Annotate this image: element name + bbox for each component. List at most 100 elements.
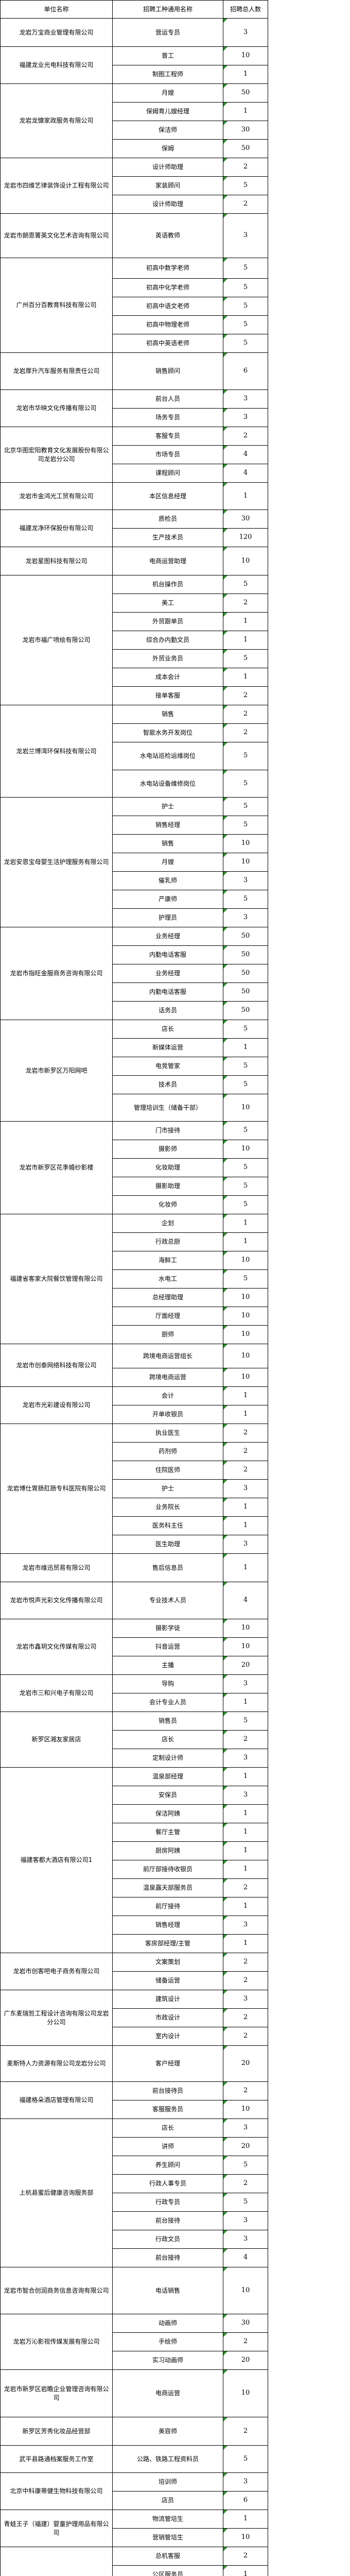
position-title-cell: 英语教师 [112,213,223,258]
position-title-cell: 餐厅主管 [112,1823,223,1842]
recruit-count-cell: 20 [223,1656,268,1675]
recruit-count-cell: 1 [223,1405,268,1424]
recruit-count-cell: 1 [223,1897,268,1916]
recruit-count-cell: 2 [223,1953,268,1972]
table-row: 北京中科康蒂健生物科技有限公司 培训师 3 [0,2472,268,2510]
green-corner-marker-icon [223,464,227,468]
green-corner-marker-icon [223,195,227,199]
table-row: 前厅接待 1 [1,1897,268,1916]
position-title-cell: 营销管培生 [112,2528,223,2547]
green-corner-marker-icon [223,1823,227,1827]
position-title-cell: 销售 [112,834,223,853]
table-row: 龙岩市四维艺律装饰设计工程有限公司 设计师助理 2 [0,158,268,214]
company-name-cell: 广州百分百教育科技有限公司 [0,258,113,353]
green-corner-marker-icon [223,742,227,747]
recruit-count-cell: 1 [223,1232,268,1251]
position-title-cell: 文案策划 [112,1953,223,1972]
position-title-cell: 温泉部经理 [112,1767,223,1786]
position-title-cell: 厅面经理 [112,1307,223,1326]
recruit-count-cell: 1 [223,1804,268,1823]
green-corner-marker-icon [223,297,227,301]
table-row: 业务院长 1 [1,1498,268,1517]
table-row: 初高中英语老师 5 [1,334,268,353]
position-title-cell: 行政专员 [112,2193,223,2212]
green-corner-marker-icon [223,390,227,394]
green-corner-marker-icon [223,510,227,514]
recruit-count-cell: 30 [223,2314,268,2333]
recruit-count-cell: 5 [223,649,268,668]
recruit-count-cell: 1 [223,1767,268,1786]
recruit-count-cell: 50 [223,945,268,964]
position-title-cell: 内勤电话客服 [112,982,223,1002]
green-corner-marker-icon [223,2529,227,2533]
recruit-count-cell: 50 [223,1001,268,1020]
position-title-cell: 制图工程师 [112,65,223,84]
table-row: 销售 10 [1,834,268,853]
recruit-count-cell: 3 [223,1535,268,1554]
position-title-cell: 前台接待 [112,2248,223,2267]
green-corner-marker-icon [223,1326,227,1330]
recruit-count-cell: 3 [223,1674,268,1693]
green-corner-marker-icon [223,1786,227,1790]
recruit-count-cell: 3 [223,1990,268,2009]
green-corner-marker-icon [223,353,227,357]
green-corner-marker-icon [223,1916,227,1920]
recruit-count-cell: 5 [223,1075,268,1094]
green-corner-marker-icon [223,65,227,70]
table-row: 接单客服 2 [1,686,268,705]
recruit-count-cell: 6 [223,2491,268,2510]
green-corner-marker-icon [223,1387,227,1391]
green-corner-marker-icon [223,1461,227,1465]
company-name-cell: 青蛙王子（福建）婴童护理用品有限公司 [0,2510,113,2547]
recruit-count-cell: 2 [223,427,268,446]
green-corner-marker-icon [223,1196,227,1200]
recruit-count-cell: 10 [223,46,268,65]
green-corner-marker-icon [223,258,227,262]
green-corner-marker-icon [223,1619,227,1623]
green-corner-marker-icon [223,687,227,691]
recruit-count-cell: 1 [223,612,268,631]
position-title-cell: 销售经理 [112,816,223,835]
table-row: 厨房阿姨 1 [1,1841,268,1860]
green-corner-marker-icon [223,316,227,320]
position-title-cell: 成本会计 [112,668,223,687]
company-name-cell: 龙岩市新罗区花季婚纱影楼 [0,1121,113,1214]
table-row: 新罗区湘友家居店 销售员 5 [0,1711,268,1768]
table-row: 课程顾问 4 [1,464,268,483]
recruit-count-cell: 1 [223,1823,268,1842]
position-title-cell: 销售顾问 [112,352,223,390]
green-corner-marker-icon [223,1675,227,1679]
recruit-count-cell: 5 [223,770,268,798]
table-row: 龙岩博仕胃肠肛肠专科医院有限公司 执业医生 2 [0,1423,268,1554]
position-title-cell: 抖音运营 [112,1637,223,1656]
position-title-cell: 行政人事专员 [112,2174,223,2193]
green-corner-marker-icon [223,1251,227,1256]
table-row: 前台接待 4 [1,2248,268,2267]
position-title-cell: 电商运营 [112,2369,223,2417]
recruit-count-cell: 3 [223,213,268,258]
position-title-cell: 设计师助理 [112,158,223,177]
table-row: 初高中物理老师 5 [1,315,268,334]
recruit-count-cell: 2 [223,1971,268,1990]
position-title-cell: 会计 [112,1386,223,1405]
green-corner-marker-icon [223,2566,227,2570]
green-corner-marker-icon [223,2351,227,2355]
table-row: 龙岩市新罗区花季婚纱影楼 门市接待 5 [0,1121,268,1214]
green-corner-marker-icon [223,853,227,857]
green-corner-marker-icon [223,1554,227,1558]
recruit-count-cell: 5 [223,2193,268,2212]
recruit-count-cell: 10 [223,834,268,853]
company-name-cell: 龙岩市悦声光彩文化传播有限公司 [0,1582,113,1619]
table-row: 化妆助理 5 [1,1158,268,1177]
green-corner-marker-icon [223,2156,227,2160]
company-name-cell: 麦斯特人力资源有限公司龙岩分公司 [0,2045,113,2082]
green-corner-marker-icon [223,427,227,431]
position-title-cell: 电话销售 [112,2267,223,2314]
recruit-count-cell: 1 [223,1841,268,1860]
green-corner-marker-icon [223,927,227,931]
table-row: 龙岩市华映文化传播有限公司 前台人员 3 [0,389,268,427]
position-title-cell: 导购 [112,1674,223,1693]
recruit-count-cell: 2 [223,195,268,214]
recruit-count-cell: 5 [223,1020,268,1039]
position-title-cell: 管理培训生（储备干部） [112,1094,223,1122]
